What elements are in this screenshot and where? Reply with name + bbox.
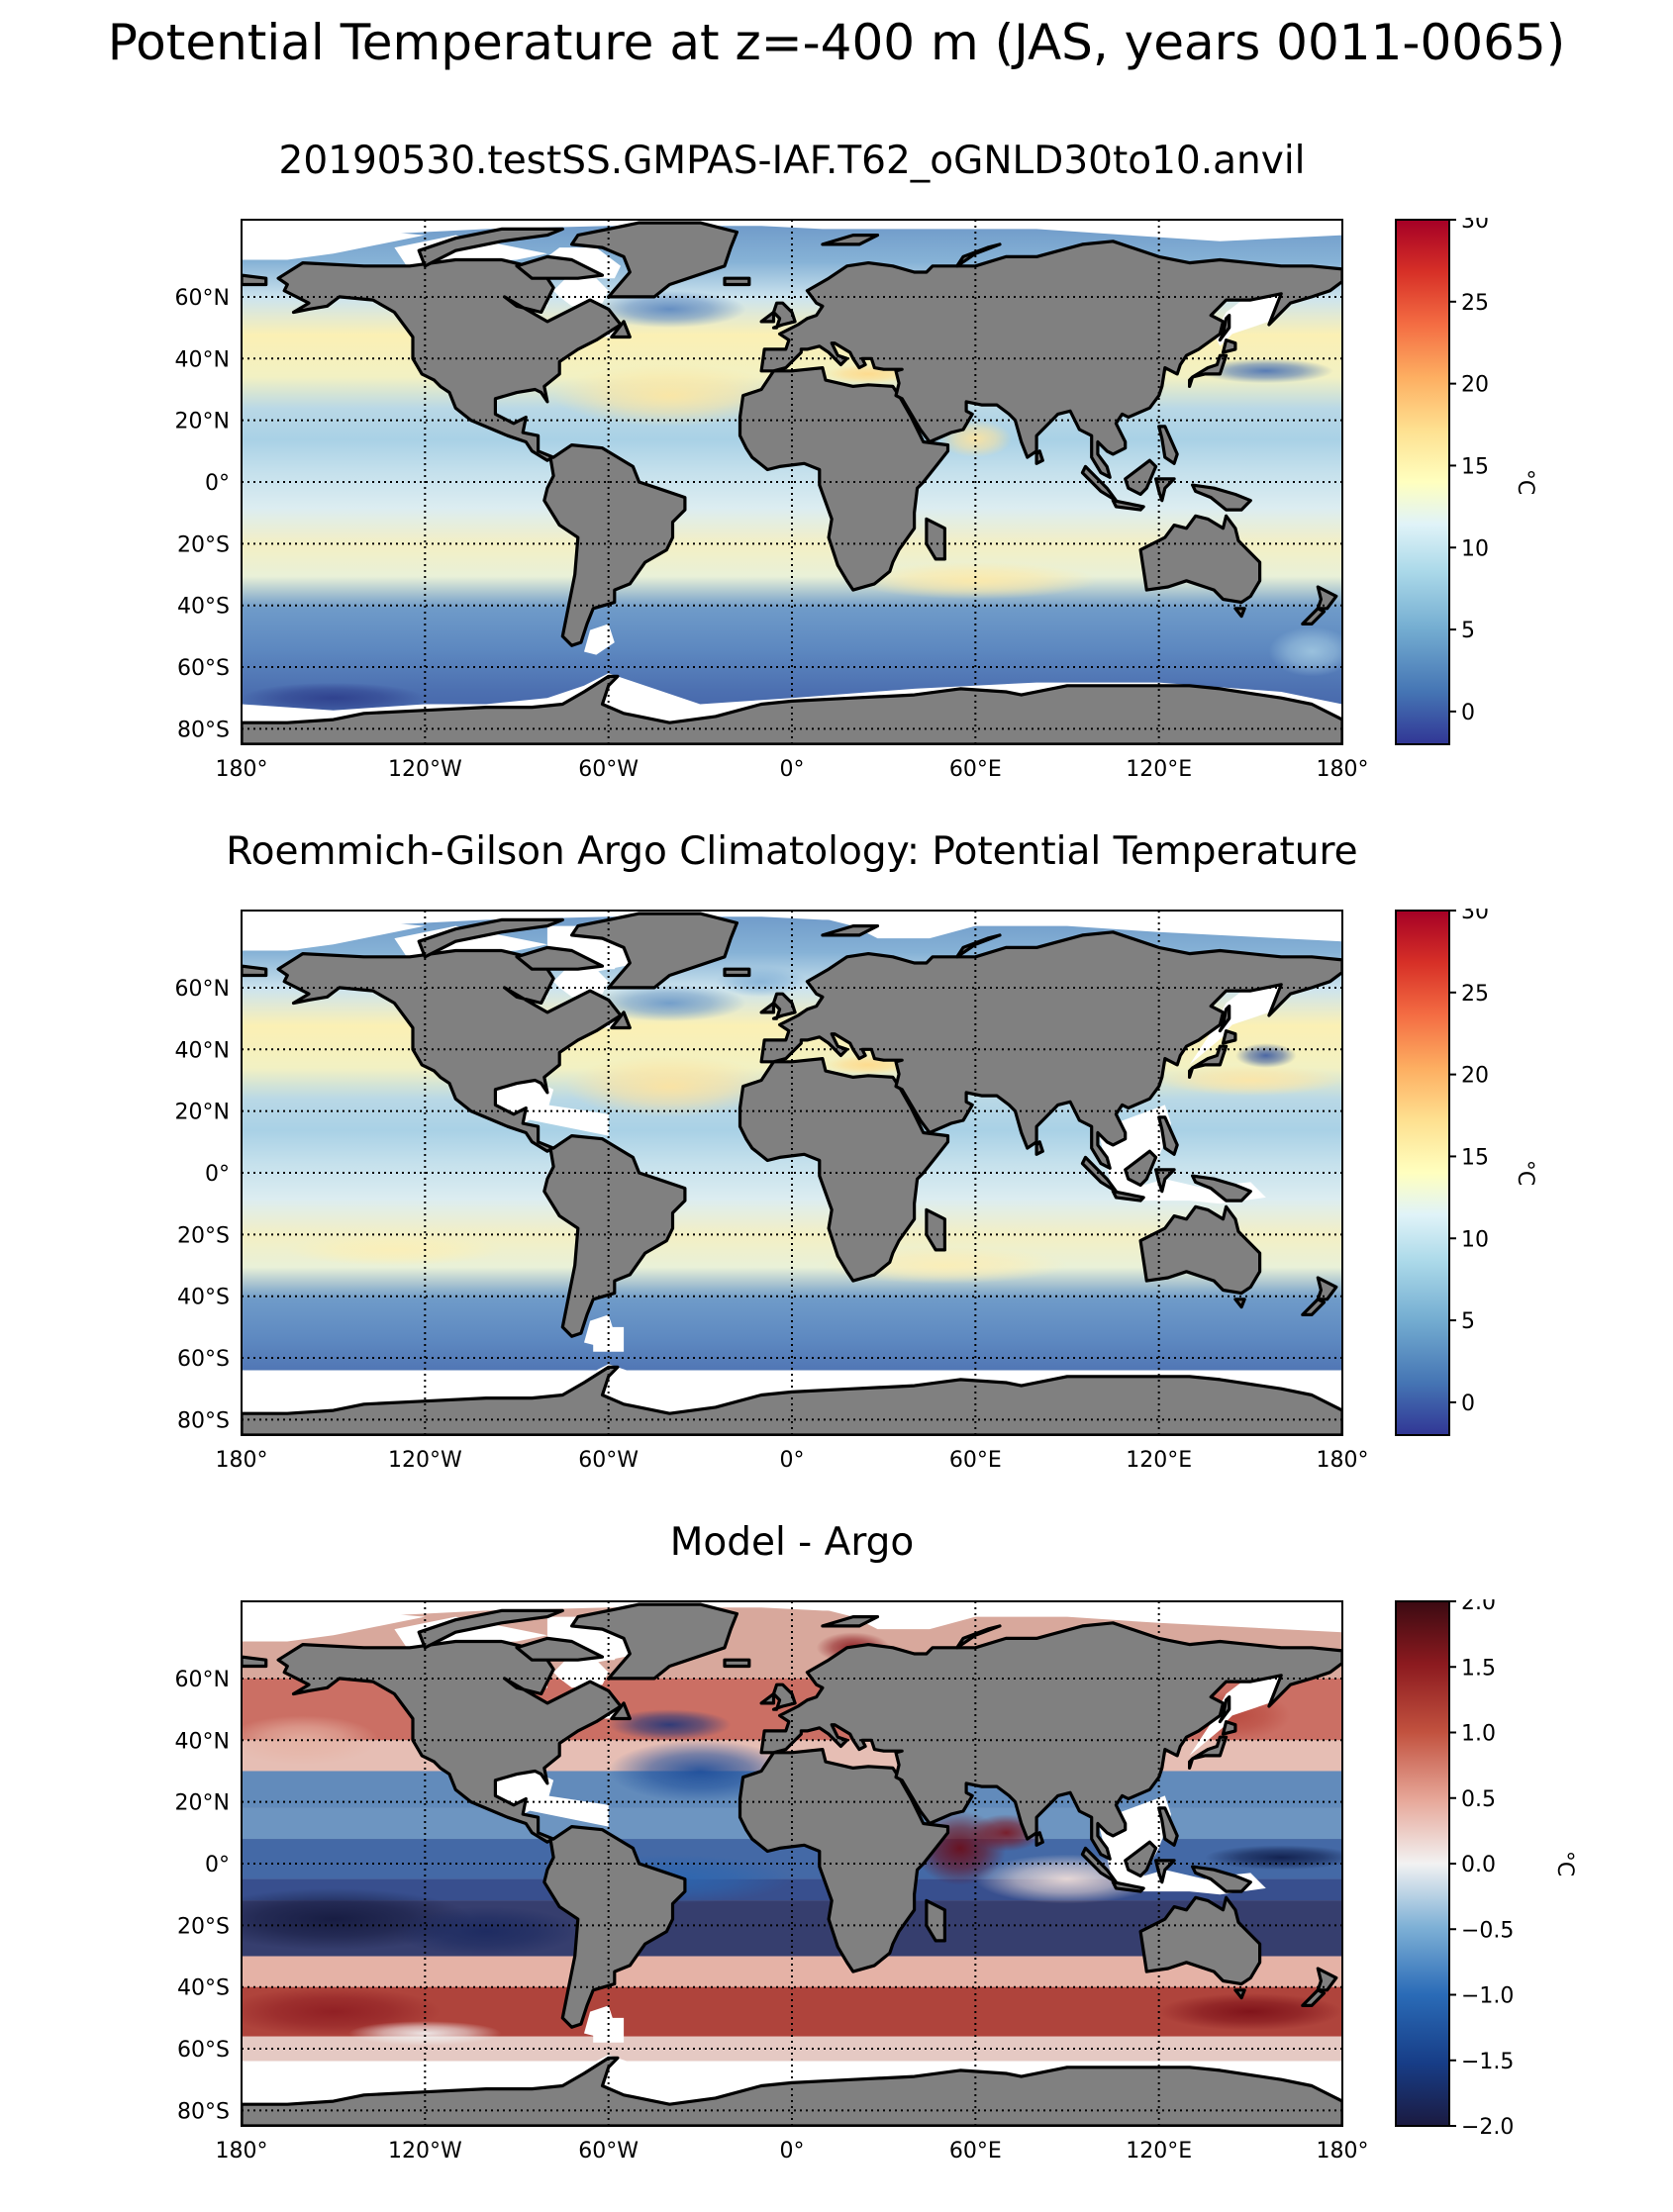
y-tick-label: 0° xyxy=(205,1162,230,1187)
y-tick-label: 60°N xyxy=(175,286,230,311)
x-tick-label: 180° xyxy=(216,1448,268,1473)
y-tick-label: 60°S xyxy=(177,1347,230,1372)
y-tick-label: 40°S xyxy=(177,1976,230,2001)
y-tick-label: 80°S xyxy=(177,1408,230,1433)
y-tick-label: 40°N xyxy=(175,347,230,372)
panel-1-title: 20190530.testSS.GMPAS-IAF.T62_oGNLD30to1… xyxy=(278,139,1306,183)
colorbar-tick-label: 10 xyxy=(1461,1227,1489,1252)
y-tick-label: 60°N xyxy=(175,977,230,1002)
y-tick-label: 20°N xyxy=(175,1101,230,1125)
y-tick-label: 60°S xyxy=(177,2038,230,2063)
colorbar-tick-label: −1.5 xyxy=(1461,2050,1514,2074)
colorbar-tick-label: −0.5 xyxy=(1461,1918,1514,1943)
x-tick-label: 180° xyxy=(1317,2139,1369,2164)
map-frame xyxy=(241,910,1343,1436)
colorbar-tick-label: 0.5 xyxy=(1461,1787,1496,1812)
panel-2: 180° 120°W 60°W 0° 60°E 120°E 180° 60°N 40°N 20°N… xyxy=(175,909,1537,1473)
y-tick-label: 20°S xyxy=(177,1914,230,1939)
y-tick-label: 20°S xyxy=(177,1223,230,1248)
colorbar-unit-label: °C xyxy=(1513,469,1537,495)
x-tick-label: 180° xyxy=(216,757,268,782)
colorbar-tick-label: 30 xyxy=(1461,218,1489,234)
colorbar-tick-label: 10 xyxy=(1461,536,1489,561)
colorbar-tick-label: 0 xyxy=(1461,701,1475,725)
panel-3-title: Model - Argo xyxy=(669,1520,915,1565)
y-tick-label: 40°N xyxy=(175,1038,230,1063)
y-tick-label: 60°S xyxy=(177,656,230,681)
x-tick-label: 120°W xyxy=(388,757,462,782)
gridlines xyxy=(242,911,1342,1435)
y-tick-label: 20°S xyxy=(177,532,230,557)
x-tick-label: 60°W xyxy=(578,1448,639,1473)
colorbar xyxy=(1395,910,1450,1436)
colorbar-tick-label: 2.0 xyxy=(1461,1599,1496,1615)
y-tick-label: 40°S xyxy=(177,595,230,620)
x-tick-label: 60°E xyxy=(949,757,1002,782)
colorbar-tick-label: 15 xyxy=(1461,454,1489,479)
x-tick-label: 60°W xyxy=(578,2139,639,2164)
colorbar-tick-label: 5 xyxy=(1461,619,1475,643)
panel-1: 180° 120°W 60°W 0° 60°E 120°E 180° 60°N 40°N 20°N… xyxy=(175,218,1537,782)
colorbar-tick-label: 25 xyxy=(1461,291,1489,316)
y-tick-label: 80°S xyxy=(177,2099,230,2124)
y-tick-label: 20°N xyxy=(175,1791,230,1816)
x-tick-label: 120°W xyxy=(388,2139,462,2164)
y-tick-label: 40°S xyxy=(177,1286,230,1310)
y-tick-label: 0° xyxy=(205,1853,230,1877)
x-tick-label: 0° xyxy=(780,757,805,782)
x-tick-label: 180° xyxy=(1317,1448,1369,1473)
colorbar-tick-label: 25 xyxy=(1461,982,1489,1007)
panel-2-title: Roemmich-Gilson Argo Climatology: Potent… xyxy=(226,829,1358,874)
map-frame xyxy=(241,219,1343,745)
map-frame xyxy=(241,1600,1343,2127)
colorbar xyxy=(1395,219,1450,745)
gridlines xyxy=(242,220,1342,744)
colorbar-tick-label: 1.0 xyxy=(1461,1722,1496,1747)
y-tick-label: 60°N xyxy=(175,1668,230,1692)
map-area xyxy=(242,220,1342,744)
x-tick-label: 120°E xyxy=(1126,757,1192,782)
colorbar-unit-label: °C xyxy=(1513,1160,1537,1186)
x-tick-label: 120°E xyxy=(1126,2139,1192,2164)
y-tick-label: 20°N xyxy=(175,410,230,434)
colorbar-tick-label: −1.0 xyxy=(1461,1984,1514,2009)
x-tick-label: 0° xyxy=(780,1448,805,1473)
colorbar xyxy=(1395,1600,1450,2127)
colorbar-tick-label: 1.5 xyxy=(1461,1656,1496,1681)
x-tick-label: 0° xyxy=(780,2139,805,2164)
colorbar-tick-label: 15 xyxy=(1461,1145,1489,1170)
map-area xyxy=(242,911,1342,1435)
colorbar-tick-label: 30 xyxy=(1461,909,1489,924)
gridlines xyxy=(242,1601,1342,2126)
colorbar-tick-label: 20 xyxy=(1461,1064,1489,1089)
panel-3: 180° 120°W 60°W 0° 60°E 120°E 180° 60°N 40°N 20°N… xyxy=(175,1599,1577,2164)
colorbar-tick-label: −2.0 xyxy=(1461,2115,1514,2140)
x-tick-label: 120°E xyxy=(1126,1448,1192,1473)
colorbar-tick-label: 5 xyxy=(1461,1309,1475,1334)
x-tick-label: 60°E xyxy=(949,2139,1002,2164)
y-tick-label: 40°N xyxy=(175,1729,230,1754)
y-tick-label: 80°S xyxy=(177,718,230,742)
colorbar-tick-label: 20 xyxy=(1461,373,1489,398)
colorbar-unit-label: °C xyxy=(1552,1851,1577,1876)
colorbar-tick-label: 0 xyxy=(1461,1392,1475,1416)
land-mask xyxy=(242,1602,1342,2126)
x-tick-label: 180° xyxy=(216,2139,268,2164)
x-tick-label: 60°W xyxy=(578,757,639,782)
x-tick-label: 120°W xyxy=(388,1448,462,1473)
x-tick-label: 180° xyxy=(1317,757,1369,782)
x-tick-label: 60°E xyxy=(949,1448,1002,1473)
map-area xyxy=(242,1601,1342,2126)
y-tick-label: 0° xyxy=(205,471,230,496)
figure-title: Potential Temperature at z=-400 m (JAS, … xyxy=(107,14,1566,71)
colorbar-tick-label: 0.0 xyxy=(1461,1853,1496,1877)
